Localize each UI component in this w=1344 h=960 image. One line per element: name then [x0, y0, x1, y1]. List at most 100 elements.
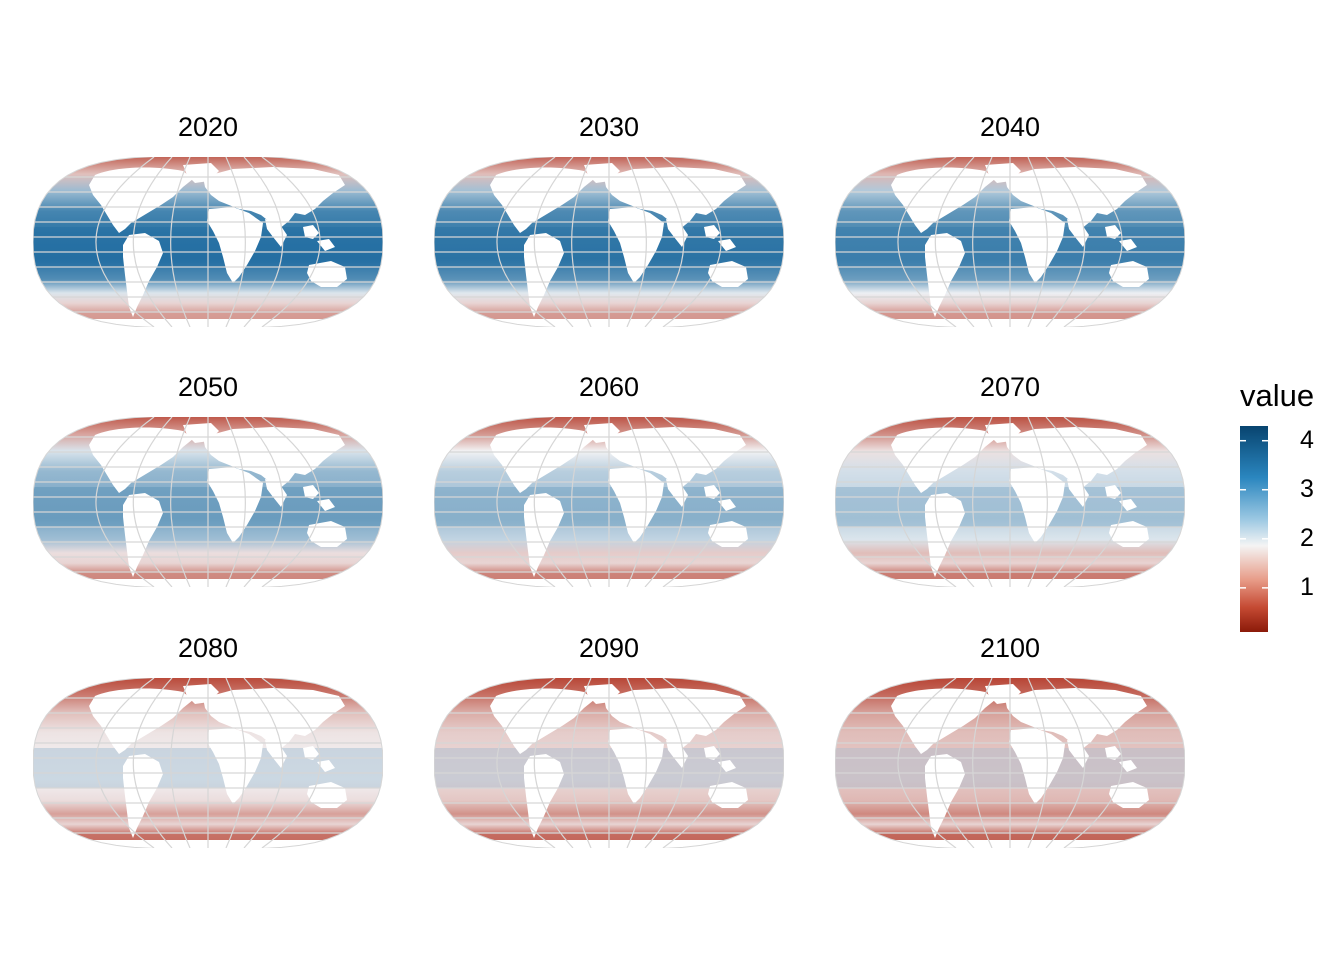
- land-mass: [925, 493, 965, 577]
- land-mass: [1105, 485, 1121, 499]
- land-mass: [666, 219, 688, 247]
- land-mass: [608, 207, 664, 283]
- land-mass: [925, 233, 965, 317]
- land-mass: [490, 688, 594, 754]
- land-mass: [524, 233, 564, 317]
- panel-title: 2020: [177, 112, 239, 142]
- land-mass: [891, 688, 995, 754]
- panel-title: 2050: [177, 372, 239, 402]
- land-mass: [265, 479, 287, 507]
- land-mass: [303, 225, 319, 239]
- land-mass: [1067, 479, 1089, 507]
- map-panel-2080: 2080: [33, 633, 383, 848]
- land-mass: [1067, 740, 1089, 768]
- map-panel-2090: 2090: [434, 633, 784, 848]
- land-mass: [123, 493, 163, 577]
- land-mass: [1119, 760, 1137, 772]
- world-map: [33, 157, 383, 327]
- land-mass: [891, 167, 995, 233]
- map-panel-2100: 2100: [835, 633, 1185, 848]
- panel-title: 2030: [578, 112, 640, 142]
- land-mass: [704, 225, 720, 239]
- land-mass: [265, 219, 287, 247]
- map-outline: [33, 417, 383, 587]
- land-mass: [490, 427, 594, 493]
- graticule: [835, 678, 1185, 848]
- world-map: [835, 417, 1185, 587]
- graticule: [33, 157, 383, 327]
- world-map: [434, 678, 784, 848]
- land-mass: [1067, 219, 1089, 247]
- land-mass: [608, 467, 664, 543]
- map-panel-2030: 2030: [434, 112, 784, 327]
- world-map: [835, 678, 1185, 848]
- land-mass: [317, 760, 335, 772]
- graticule: [434, 157, 784, 327]
- land-mass: [89, 167, 193, 233]
- land-mass: [704, 485, 720, 499]
- panel-title: 2080: [177, 633, 239, 663]
- world-map: [835, 157, 1185, 327]
- land-mass: [89, 427, 193, 493]
- world-map: [434, 157, 784, 327]
- land-mass: [604, 167, 746, 229]
- land-mass: [317, 239, 335, 251]
- legend-tick-4: 4: [1300, 425, 1314, 454]
- color-legend: value 4 3 2 1: [1238, 378, 1338, 648]
- map-panel-2060: 2060: [434, 372, 784, 587]
- world-map: [33, 417, 383, 587]
- legend-tick-2: 2: [1300, 523, 1314, 552]
- map-outline: [835, 678, 1185, 848]
- land-mass: [1009, 467, 1065, 543]
- land-mass: [1105, 225, 1121, 239]
- land-mass: [203, 167, 345, 229]
- legend-tick-1: 1: [1300, 572, 1314, 601]
- panel-title: 2090: [578, 633, 640, 663]
- land-mass: [1005, 688, 1147, 750]
- land-mass: [207, 207, 263, 283]
- legend-colorbar: [1240, 426, 1268, 632]
- land-mass: [265, 740, 287, 768]
- land-mass: [207, 467, 263, 543]
- graticule: [835, 417, 1185, 587]
- graticule: [434, 678, 784, 848]
- land-mass: [718, 239, 736, 251]
- land-mass: [1005, 167, 1147, 229]
- legend-gradient-bar: [1240, 426, 1268, 632]
- map-outline: [835, 417, 1185, 587]
- land-mass: [207, 728, 263, 804]
- graticule: [33, 417, 383, 587]
- map-panel-2020: 2020: [33, 112, 383, 327]
- map-outline: [835, 157, 1185, 327]
- land-mass: [123, 233, 163, 317]
- map-outline: [33, 678, 383, 848]
- land-mass: [1009, 207, 1065, 283]
- graticule: [33, 678, 383, 848]
- map-outline: [33, 157, 383, 327]
- map-outline: [434, 417, 784, 587]
- panel-title: 2070: [979, 372, 1041, 402]
- land-mass: [718, 760, 736, 772]
- land-mass: [524, 754, 564, 838]
- land-mass: [666, 479, 688, 507]
- land-mass: [704, 746, 720, 760]
- map-panel-2040: 2040: [835, 112, 1185, 327]
- land-mass: [1119, 499, 1137, 511]
- land-mass: [608, 728, 664, 804]
- land-mass: [203, 427, 345, 489]
- land-mass: [1119, 239, 1137, 251]
- graticule: [835, 157, 1185, 327]
- land-mass: [891, 427, 995, 493]
- land-mass: [203, 688, 345, 750]
- panel-title: 2060: [578, 372, 640, 402]
- map-panel-2050: 2050: [33, 372, 383, 587]
- land-mass: [925, 754, 965, 838]
- world-map: [33, 678, 383, 848]
- land-mass: [718, 499, 736, 511]
- panel-title: 2040: [979, 112, 1041, 142]
- legend-title: value: [1240, 378, 1315, 413]
- legend-tick-3: 3: [1300, 474, 1314, 503]
- land-mass: [604, 427, 746, 489]
- land-mass: [1105, 746, 1121, 760]
